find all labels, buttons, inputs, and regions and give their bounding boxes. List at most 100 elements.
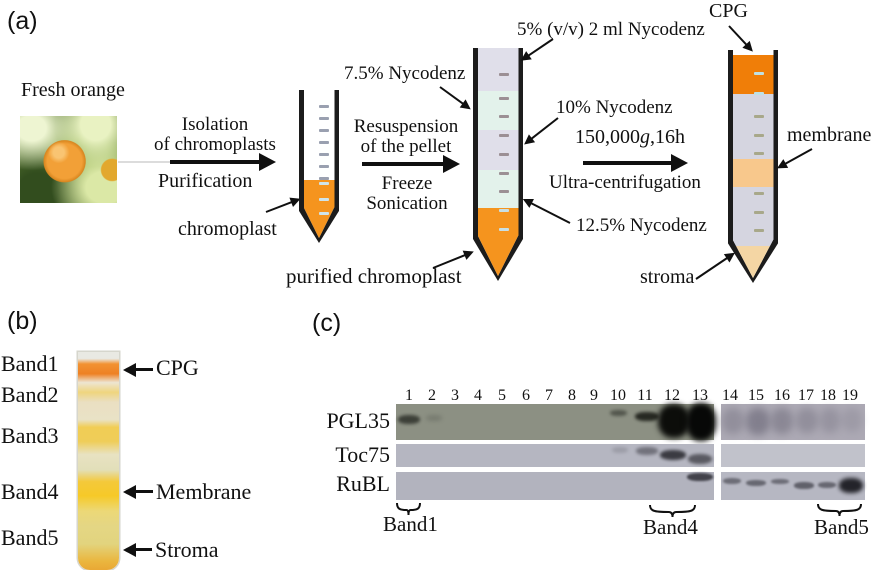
blot-band: [398, 415, 420, 424]
nycodenz-7-5-arrow: [439, 85, 474, 113]
lane-number: 7: [545, 387, 553, 404]
lane-number: 2: [428, 387, 436, 404]
nycodenz-12-5-arrow: [520, 194, 571, 225]
lane-number: 19: [842, 387, 858, 404]
band5-label: Band5: [1, 525, 59, 550]
nycodenz-12-5-layer: [477, 169, 519, 208]
blot-band: [658, 404, 690, 438]
blot-rubl-right: [721, 472, 865, 500]
band5-brace-label: Band5: [814, 515, 869, 539]
blot-band: [426, 415, 442, 421]
blot-band: [723, 478, 741, 484]
ultra-centrifugation-label: Ultra-centrifugation: [549, 172, 701, 193]
lane-number: 17: [798, 387, 814, 404]
fresh-orange-photo: [20, 116, 117, 203]
panel-b-label: (b): [7, 307, 38, 335]
lane-number: 18: [820, 387, 836, 404]
row-label-toc75: Toc75: [335, 442, 390, 467]
blot-band: [635, 412, 659, 421]
tube-crude-chromoplast: [299, 90, 339, 243]
blot-band: [610, 410, 627, 416]
chromoplast-arrow: [265, 193, 303, 214]
chromoplast-pellet: [303, 180, 335, 238]
band1-label: Band1: [1, 351, 59, 376]
cpg-annotation: CPG: [156, 355, 199, 380]
gradient-upper-layer: [732, 94, 774, 160]
blot-band: [746, 480, 766, 486]
step2-label: Resuspension of the pellet: [353, 116, 459, 157]
membrane-annotation: Membrane: [156, 479, 252, 504]
lane-number: 10: [610, 387, 626, 404]
blot-band: [794, 482, 814, 489]
freeze-sonication-label: Freeze Sonication: [366, 173, 448, 214]
lane-number: 11: [637, 387, 653, 404]
blot-band: [771, 479, 789, 484]
blot-toc75-right: [721, 444, 865, 467]
blot-band: [686, 403, 716, 441]
band1-brace: [396, 502, 421, 516]
band4-brace-label: Band4: [643, 515, 698, 539]
gradient-tube-photo: [78, 352, 119, 570]
lane-number: 12: [664, 387, 680, 404]
step1-label: Isolation of chromoplasts: [154, 114, 276, 155]
stroma-pointer-arrow: [136, 548, 152, 551]
lane-number: 13: [692, 387, 708, 404]
blot-toc75-left: [396, 444, 714, 467]
blot-band: [820, 408, 840, 433]
band4-brace: [649, 504, 696, 518]
blot-band: [818, 482, 836, 488]
cpg-band: [732, 54, 774, 95]
tube-fractionated: [728, 50, 778, 283]
gradient-lower-layer: [732, 186, 774, 247]
lane-number: 9: [590, 387, 598, 404]
band2-label: Band2: [1, 382, 59, 407]
nycodenz-5-layer: [477, 48, 519, 92]
membrane-pointer-arrow: [136, 490, 153, 493]
cpg-pointer-arrow: [136, 368, 153, 371]
row-label-rubl: RuBL: [336, 471, 390, 496]
purified-chromoplast-layer: [477, 207, 519, 276]
lane-number: 4: [474, 387, 482, 404]
blot-band: [771, 408, 793, 434]
membrane-label: membrane: [787, 124, 872, 146]
nycodenz-5-arrow: [518, 37, 554, 66]
blot-band: [612, 447, 628, 453]
step3-arrow: [583, 161, 671, 165]
nycodenz-10-arrow: [521, 117, 559, 149]
lane-number: 16: [774, 387, 790, 404]
blot-pgl35-right: [721, 404, 865, 440]
blot-band: [839, 478, 863, 493]
stroma-label: stroma: [640, 266, 695, 288]
chromoplast-label: chromoplast: [178, 218, 277, 240]
nycodenz-12-5-label: 12.5% Nycodenz: [576, 215, 707, 236]
purification-label: Purification: [158, 170, 253, 192]
lane-number: 15: [748, 387, 764, 404]
lane-number: 14: [722, 387, 738, 404]
lane-number: 6: [522, 387, 530, 404]
blot-pgl35-left: [396, 403, 716, 441]
fresh-orange-label: Fresh orange: [21, 79, 125, 101]
band4-label: Band4: [1, 479, 59, 504]
stroma-tip: [732, 246, 774, 278]
panel-a-label: (a): [7, 7, 38, 35]
tube-nycodenz-gradient: [473, 48, 523, 281]
centrifugation-speed-label: 150,000g,16h: [575, 126, 685, 148]
band3-label: Band3: [1, 423, 59, 448]
step1-arrow: [170, 160, 259, 164]
blot-band: [746, 408, 770, 435]
lane-number: 8: [568, 387, 576, 404]
blot-band: [636, 447, 658, 455]
nycodenz-7-5-label: 7.5% Nycodenz: [344, 63, 466, 84]
blot-rubl-left: [396, 472, 714, 500]
membrane-arrow: [774, 147, 813, 174]
cpg-arrow: [728, 25, 757, 55]
band1-brace-label: Band1: [383, 512, 438, 536]
lane-number: 5: [498, 387, 506, 404]
band5-brace: [817, 503, 862, 517]
blot-band: [687, 473, 713, 481]
blot-band: [660, 450, 686, 460]
membrane-band: [732, 159, 774, 187]
nycodenz-7-5-layer: [477, 91, 519, 131]
connector-line: [118, 161, 173, 163]
